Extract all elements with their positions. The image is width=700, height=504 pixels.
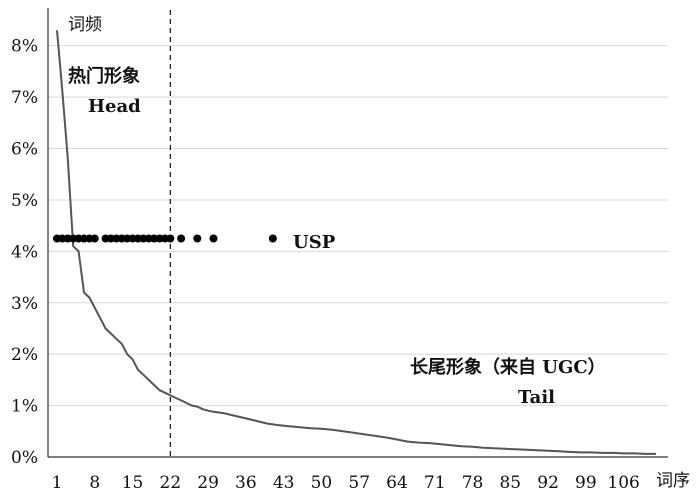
x-axis-label: 词序: [656, 471, 690, 491]
x-tick-label: 99: [575, 473, 597, 493]
x-tick-label: 1: [52, 473, 63, 493]
y-tick-label: 6%: [11, 140, 38, 160]
x-tick-label: 36: [235, 473, 257, 493]
tail-label-en: Tail: [518, 387, 555, 408]
y-tick-label: 0%: [11, 448, 38, 468]
usp-point: [177, 234, 186, 243]
x-tick-label: 92: [537, 473, 559, 493]
x-tick-label: 22: [160, 473, 182, 493]
x-tick-label: 8: [89, 473, 100, 493]
y-tick-label: 3%: [11, 294, 38, 314]
x-tick-label: 85: [499, 473, 521, 493]
x-tick-label: 64: [386, 473, 408, 493]
usp-point: [193, 234, 202, 243]
tail-label-cn: 长尾形象（来自 UGC）: [410, 356, 606, 378]
x-tick-labels: 1 8 15 22 29 36 43 50 57 64 71 78 85 92 99 106: [52, 473, 640, 493]
usp-point: [166, 234, 175, 243]
x-tick-label: 29: [197, 473, 219, 493]
head-label-cn: 热门形象: [68, 65, 140, 87]
usp-point: [209, 234, 218, 243]
y-tick-labels: 0% 1% 2% 3% 4% 5% 6% 7% 8%: [11, 37, 38, 468]
x-tick-label: 43: [273, 473, 295, 493]
series: [53, 30, 656, 455]
x-tick-label: 50: [311, 473, 333, 493]
head-label-en: Head: [88, 96, 141, 117]
axes: [47, 8, 668, 458]
y-tick-label: 4%: [11, 242, 38, 262]
y-axis-label: 词频: [68, 15, 102, 35]
x-tick-label: 71: [424, 473, 446, 493]
x-tick-label: 15: [122, 473, 144, 493]
x-tick-label: 57: [348, 473, 370, 493]
usp-point: [268, 234, 277, 243]
usp-point: [90, 234, 99, 243]
frequency-line: [56, 30, 656, 455]
usp-label: USP: [293, 232, 336, 253]
y-tick-label: 8%: [11, 37, 38, 57]
y-tick-label: 1%: [11, 397, 38, 417]
x-tick-label: 106: [607, 473, 639, 493]
y-tick-label: 7%: [11, 88, 38, 108]
y-tick-label: 5%: [11, 191, 38, 211]
gridlines: [48, 45, 668, 407]
x-tick-label: 78: [462, 473, 484, 493]
y-tick-label: 2%: [11, 345, 38, 365]
